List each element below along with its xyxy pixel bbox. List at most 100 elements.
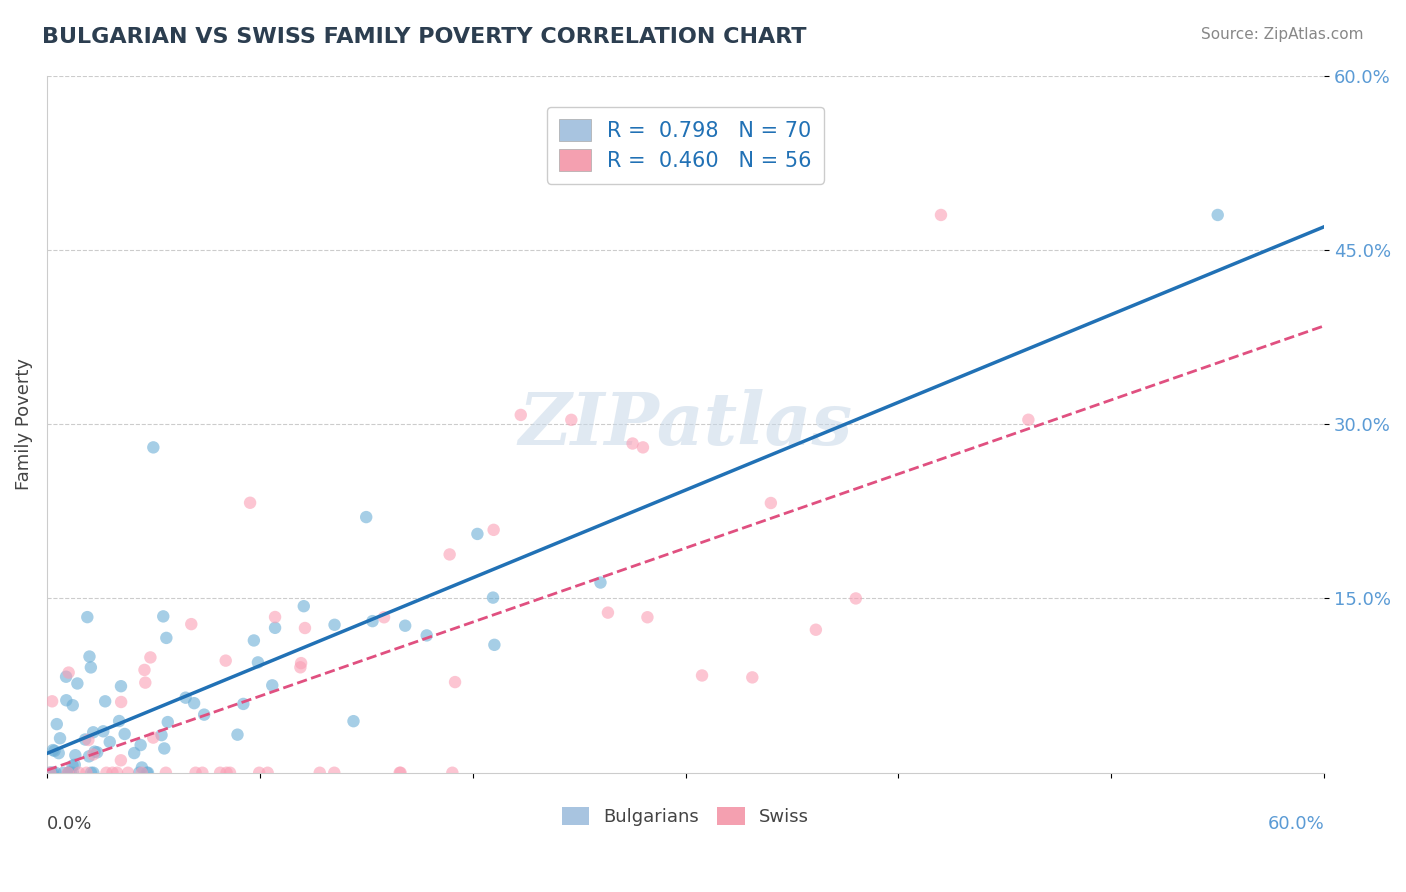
Bulgarians — [62, 698, 84, 713]
Bulgarians — [589, 575, 612, 590]
Bulgarians — [49, 731, 72, 746]
Bulgarians — [114, 727, 136, 741]
Swiss — [759, 496, 782, 510]
Bulgarians — [75, 732, 97, 747]
Swiss — [621, 436, 644, 450]
Bulgarians — [342, 714, 364, 728]
Bulgarians — [55, 693, 77, 707]
Swiss — [131, 765, 153, 780]
Bulgarians — [76, 610, 98, 624]
Bulgarians — [80, 765, 103, 780]
Bulgarians — [66, 676, 89, 690]
Swiss — [256, 765, 278, 780]
Swiss — [39, 765, 62, 780]
Bulgarians — [129, 738, 152, 752]
Swiss — [804, 623, 827, 637]
Swiss — [239, 496, 262, 510]
Bulgarians — [1206, 208, 1229, 222]
Bulgarians — [262, 678, 284, 692]
Swiss — [191, 765, 214, 780]
Swiss — [67, 765, 90, 780]
Swiss — [560, 413, 582, 427]
Swiss — [389, 765, 412, 780]
Legend: Bulgarians, Swiss: Bulgarians, Swiss — [555, 799, 815, 833]
Swiss — [509, 408, 531, 422]
Bulgarians — [232, 697, 254, 711]
Bulgarians — [38, 765, 60, 780]
Swiss — [215, 654, 238, 668]
Bulgarians — [361, 614, 384, 628]
Swiss — [155, 765, 177, 780]
Bulgarians — [65, 748, 87, 763]
Bulgarians — [142, 441, 165, 455]
Bulgarians — [45, 717, 67, 731]
Bulgarians — [62, 758, 84, 772]
Bulgarians — [44, 744, 66, 758]
Bulgarians — [122, 746, 145, 760]
Swiss — [134, 663, 156, 677]
Bulgarians — [174, 690, 197, 705]
Swiss — [845, 591, 868, 606]
Bulgarians — [86, 745, 108, 759]
Swiss — [439, 548, 461, 562]
Bulgarians — [48, 746, 70, 760]
Text: Source: ZipAtlas.com: Source: ZipAtlas.com — [1201, 27, 1364, 42]
Bulgarians — [135, 765, 157, 780]
Swiss — [110, 695, 132, 709]
Swiss — [444, 675, 467, 690]
Text: ZIPatlas: ZIPatlas — [519, 389, 852, 459]
Bulgarians — [77, 749, 100, 764]
Swiss — [56, 765, 79, 780]
Swiss — [388, 765, 411, 780]
Swiss — [636, 610, 658, 624]
Swiss — [58, 665, 80, 680]
Bulgarians — [183, 696, 205, 710]
Bulgarians — [482, 591, 505, 605]
Bulgarians — [484, 638, 506, 652]
Bulgarians — [155, 631, 177, 645]
Swiss — [96, 765, 118, 780]
Swiss — [139, 650, 162, 665]
Swiss — [247, 765, 270, 780]
Bulgarians — [62, 765, 84, 780]
Bulgarians — [63, 757, 86, 772]
Y-axis label: Family Poverty: Family Poverty — [15, 358, 32, 490]
Bulgarians — [108, 714, 131, 728]
Swiss — [82, 747, 104, 762]
Bulgarians — [292, 599, 315, 614]
Bulgarians — [55, 670, 77, 684]
Swiss — [101, 765, 124, 780]
Swiss — [134, 675, 156, 690]
Swiss — [308, 765, 330, 780]
Bulgarians — [467, 527, 489, 541]
Text: 60.0%: 60.0% — [1267, 814, 1324, 832]
Swiss — [180, 617, 202, 632]
Text: 0.0%: 0.0% — [46, 814, 93, 832]
Bulgarians — [323, 617, 346, 632]
Swiss — [75, 765, 97, 780]
Swiss — [294, 621, 316, 635]
Bulgarians — [152, 609, 174, 624]
Bulgarians — [94, 694, 117, 708]
Swiss — [290, 660, 312, 674]
Swiss — [215, 765, 238, 780]
Bulgarians — [264, 621, 287, 635]
Bulgarians — [83, 745, 105, 759]
Swiss — [209, 765, 232, 780]
Bulgarians — [150, 728, 173, 742]
Swiss — [184, 765, 207, 780]
Bulgarians — [82, 725, 104, 739]
Bulgarians — [354, 510, 377, 524]
Bulgarians — [226, 728, 249, 742]
Swiss — [219, 765, 242, 780]
Swiss — [142, 731, 165, 745]
Bulgarians — [59, 765, 82, 780]
Bulgarians — [136, 765, 159, 780]
Swiss — [105, 765, 128, 780]
Bulgarians — [52, 765, 75, 780]
Swiss — [929, 208, 952, 222]
Swiss — [264, 610, 287, 624]
Bulgarians — [394, 618, 416, 632]
Bulgarians — [80, 660, 103, 674]
Swiss — [1017, 413, 1039, 427]
